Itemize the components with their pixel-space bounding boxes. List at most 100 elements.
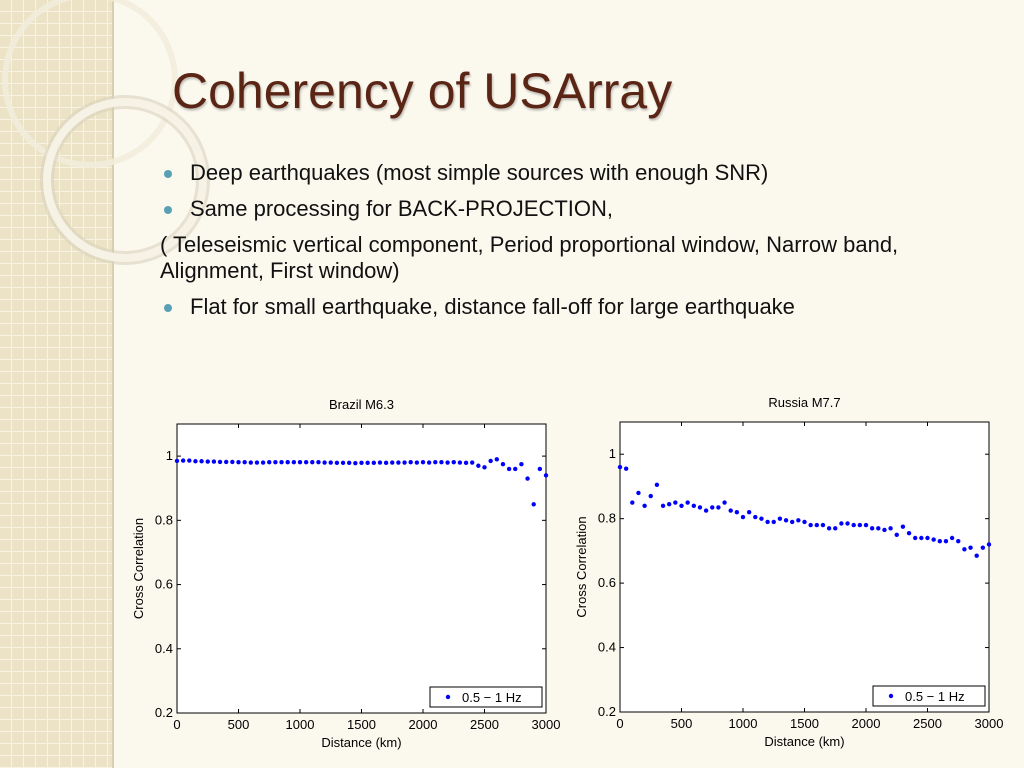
data-point bbox=[334, 460, 340, 466]
data-point bbox=[802, 519, 807, 525]
data-point bbox=[654, 482, 660, 488]
y-axis-label: Cross Correlation bbox=[131, 518, 146, 619]
chart-title: Brazil M6.3 bbox=[329, 397, 394, 412]
data-point bbox=[470, 460, 475, 465]
x-axis-label: Distance (km) bbox=[764, 734, 844, 749]
data-point bbox=[710, 505, 715, 510]
data-point bbox=[980, 545, 986, 550]
data-point bbox=[248, 460, 253, 465]
data-point bbox=[199, 459, 204, 464]
x-tick-label: 2500 bbox=[913, 716, 942, 731]
y-tick-label: 0.8 bbox=[598, 511, 616, 526]
data-point bbox=[728, 508, 733, 513]
data-point bbox=[814, 522, 819, 528]
slide-body: Deep earthquakes (most simple sources wi… bbox=[160, 160, 990, 330]
data-point bbox=[783, 518, 789, 523]
data-point bbox=[506, 466, 512, 472]
data-point bbox=[796, 518, 801, 523]
data-point bbox=[236, 460, 241, 465]
data-point bbox=[968, 545, 973, 550]
data-point bbox=[439, 460, 444, 465]
data-point bbox=[205, 459, 210, 464]
data-point bbox=[974, 553, 979, 558]
x-tick-label: 2500 bbox=[470, 717, 499, 732]
data-point bbox=[734, 510, 740, 515]
data-point bbox=[925, 535, 930, 541]
legend-label: 0.5 − 1 Hz bbox=[905, 689, 965, 704]
data-point bbox=[673, 500, 678, 505]
data-point bbox=[667, 501, 672, 507]
data-point bbox=[230, 459, 235, 465]
bullet: Same processing for BACK-PROJECTION, bbox=[160, 196, 990, 222]
bullet: Flat for small earthquake, distance fall… bbox=[160, 294, 990, 320]
data-point bbox=[316, 460, 321, 465]
data-point bbox=[808, 522, 813, 528]
data-point bbox=[383, 460, 389, 466]
data-point bbox=[949, 535, 955, 541]
data-point bbox=[402, 460, 407, 465]
y-tick-label: 0.2 bbox=[155, 705, 173, 720]
data-point bbox=[722, 500, 727, 505]
data-point bbox=[377, 460, 383, 465]
data-point bbox=[500, 461, 506, 467]
data-point bbox=[408, 460, 413, 465]
x-axis-label: Distance (km) bbox=[321, 735, 401, 750]
data-point bbox=[420, 460, 426, 465]
data-point bbox=[636, 490, 641, 496]
deco-ring bbox=[43, 98, 207, 262]
data-point bbox=[279, 460, 284, 465]
data-point bbox=[642, 503, 647, 508]
data-point bbox=[525, 476, 530, 481]
x-tick-label: 1000 bbox=[729, 716, 758, 731]
data-point bbox=[703, 508, 709, 513]
data-point bbox=[697, 505, 703, 510]
data-point bbox=[310, 460, 315, 465]
data-point bbox=[291, 460, 297, 465]
data-point bbox=[537, 466, 543, 472]
data-point bbox=[888, 526, 893, 531]
data-point bbox=[648, 493, 653, 499]
data-point bbox=[371, 460, 376, 466]
data-point bbox=[396, 460, 401, 465]
data-point bbox=[943, 539, 949, 544]
data-point bbox=[494, 457, 499, 462]
data-point bbox=[211, 459, 217, 464]
data-point bbox=[913, 535, 918, 541]
data-point bbox=[691, 503, 696, 508]
data-point bbox=[986, 542, 992, 547]
data-point bbox=[531, 502, 536, 507]
data-point bbox=[777, 516, 783, 521]
x-tick-label: 1500 bbox=[790, 716, 819, 731]
data-point bbox=[180, 458, 186, 463]
data-point bbox=[851, 522, 856, 528]
data-point bbox=[513, 466, 518, 472]
y-tick-label: 1 bbox=[166, 448, 173, 463]
data-point bbox=[685, 500, 690, 505]
x-tick-label: 1500 bbox=[347, 717, 376, 732]
plot-area bbox=[176, 423, 547, 714]
data-point bbox=[833, 526, 838, 531]
x-tick-label: 500 bbox=[671, 716, 693, 731]
data-point bbox=[174, 458, 180, 464]
data-point bbox=[900, 524, 906, 529]
plot-area bbox=[619, 421, 990, 713]
data-point bbox=[365, 460, 370, 466]
deco-ring bbox=[2, 0, 178, 168]
data-point bbox=[463, 460, 469, 466]
data-point bbox=[839, 521, 844, 526]
data-point bbox=[962, 547, 967, 552]
legend-box bbox=[429, 686, 543, 708]
data-point bbox=[340, 460, 346, 466]
data-point bbox=[869, 526, 875, 531]
data-point bbox=[193, 459, 198, 464]
data-point bbox=[937, 539, 942, 544]
data-point bbox=[267, 460, 272, 465]
x-tick-label: 2000 bbox=[852, 716, 881, 731]
y-tick-label: 0.8 bbox=[155, 512, 173, 527]
data-point bbox=[451, 460, 456, 465]
y-tick-label: 0.4 bbox=[598, 640, 616, 655]
data-point bbox=[746, 510, 752, 515]
data-point bbox=[322, 460, 327, 465]
